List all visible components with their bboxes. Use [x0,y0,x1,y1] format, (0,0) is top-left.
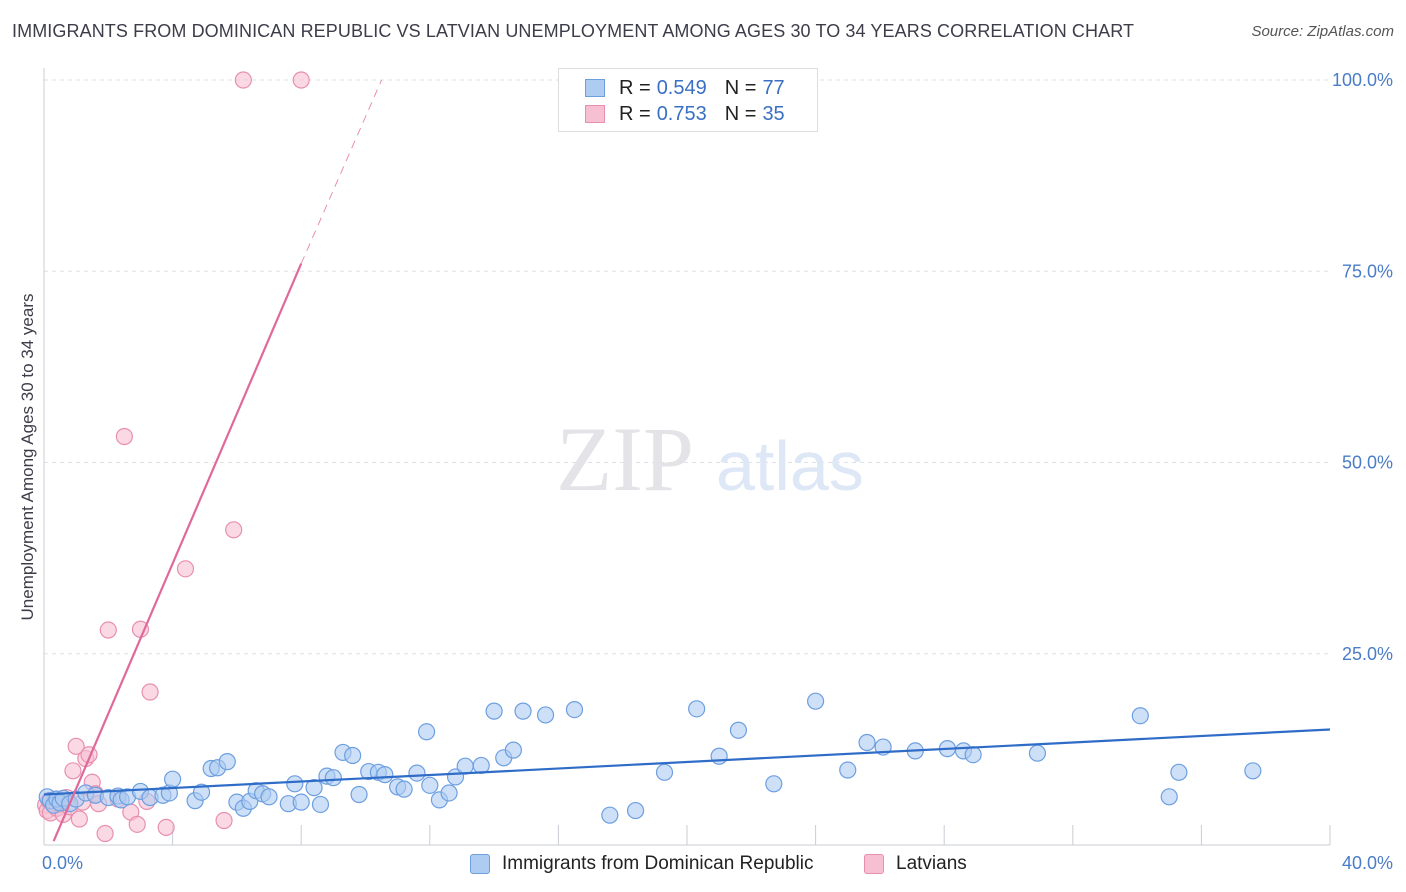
latvians-point [64,762,82,780]
legend-r-label: R = [619,102,651,125]
y-tick-label: 100.0% [1332,70,1393,90]
latvians-swatch [864,854,884,874]
bottom-legend-latvians[interactable]: Latvians [864,851,967,877]
blue-swatch [585,79,605,97]
pink-swatch [585,105,605,123]
trend-lines [43,79,1331,842]
dominican-legend-label: Immigrants from Dominican Republic [502,853,814,874]
dominican-point [565,700,584,719]
dominican-point [858,733,876,752]
dominican-point [1170,763,1188,781]
dominican-point [305,779,323,797]
latvians-points [37,71,310,843]
dominican-point [806,692,825,710]
latvians-legend-label: Latvians [896,853,967,874]
legend-row-latvians: R = 0.753 N = 35 [585,102,785,126]
latvians-point [157,818,175,837]
legend-n-label: N = [724,76,757,99]
dominican-point [688,700,706,718]
legend-r-value: 0.753 [656,102,707,125]
x-tick-label: 40.0% [1342,853,1393,873]
latvians-point [176,560,195,578]
latvians-point [67,737,85,755]
dominican-point [440,784,458,802]
dominican-point [286,775,304,793]
dominican-point [514,702,532,720]
latvians-point [225,521,243,539]
dominican-point [536,706,555,724]
dominican-point [350,785,368,804]
legend-row-dominican: R = 0.549 N = 77 [585,76,785,100]
dominican-point [164,770,182,788]
dominican-point [311,795,330,814]
dominican-point [218,753,236,771]
dominican-point [417,723,436,741]
dominican-point [344,746,362,765]
x-tick-label: 0.0% [42,853,83,873]
dominican-point [765,775,783,793]
dominican-point [456,757,474,775]
dominican-point [260,788,278,806]
latvians-point [128,815,146,833]
dominican-points [38,692,1262,824]
dominican-point [324,769,342,787]
dominican-point [626,801,645,820]
dominican-point [601,806,619,824]
dominican-point [710,747,728,765]
dominican-point [964,746,982,764]
latvians-trend-line [52,263,303,842]
dominican-point [839,761,857,779]
y-axis-title: Unemployment Among Ages 30 to 34 years [18,294,37,621]
legend-r-label: R = [619,76,651,99]
latvians-point [96,824,114,843]
watermark-zip: ZIP [556,408,694,510]
dominican-point [729,721,748,739]
latvians-point [115,427,133,446]
bottom-legend-dominican[interactable]: Immigrants from Dominican Republic [470,851,814,877]
legend-n-value: 77 [762,76,785,99]
dominican-point [395,780,413,798]
dominican-trend-line [43,728,1331,796]
latvians-point [70,810,88,828]
dominican-point [655,763,674,781]
chart-title: IMMIGRANTS FROM DOMINICAN REPUBLIC VS LA… [12,21,1135,41]
watermark: ZIP atlas [556,408,864,510]
y-tick-label: 25.0% [1342,644,1393,664]
y-tick-label: 50.0% [1342,453,1393,473]
latvians-point [99,621,117,639]
x-tick-labels: 0.0% 40.0% [42,853,1393,873]
legend: R = 0.549 N = 77 R = 0.753 N = 35 [558,68,818,132]
y-tick-label: 75.0% [1342,261,1393,281]
dominican-point [421,776,439,794]
source-label[interactable]: Source: ZipAtlas.com [1251,23,1394,40]
dominican-point [1131,707,1149,725]
watermark-atlas: atlas [716,427,864,505]
latvians-point [234,71,252,89]
y-tick-labels: 25.0% 50.0% 75.0% 100.0% [1332,70,1393,664]
latvians-point [141,683,159,701]
dominican-point [292,793,310,811]
legend-n-value: 35 [762,102,785,125]
latvians-trend-extension [300,79,383,264]
dominican-point [504,741,522,759]
dominican-point [1028,744,1047,762]
dominican-swatch [470,854,490,874]
latvians-point [292,71,310,89]
dominican-point [485,702,503,720]
dominican-point [408,764,426,782]
dominican-point [376,766,394,784]
dominican-point [1160,788,1178,806]
dominican-point [192,783,211,801]
dominican-point [1244,762,1262,780]
legend-n-label: N = [724,102,757,125]
latvians-point [215,811,233,830]
legend-r-value: 0.549 [656,76,707,99]
